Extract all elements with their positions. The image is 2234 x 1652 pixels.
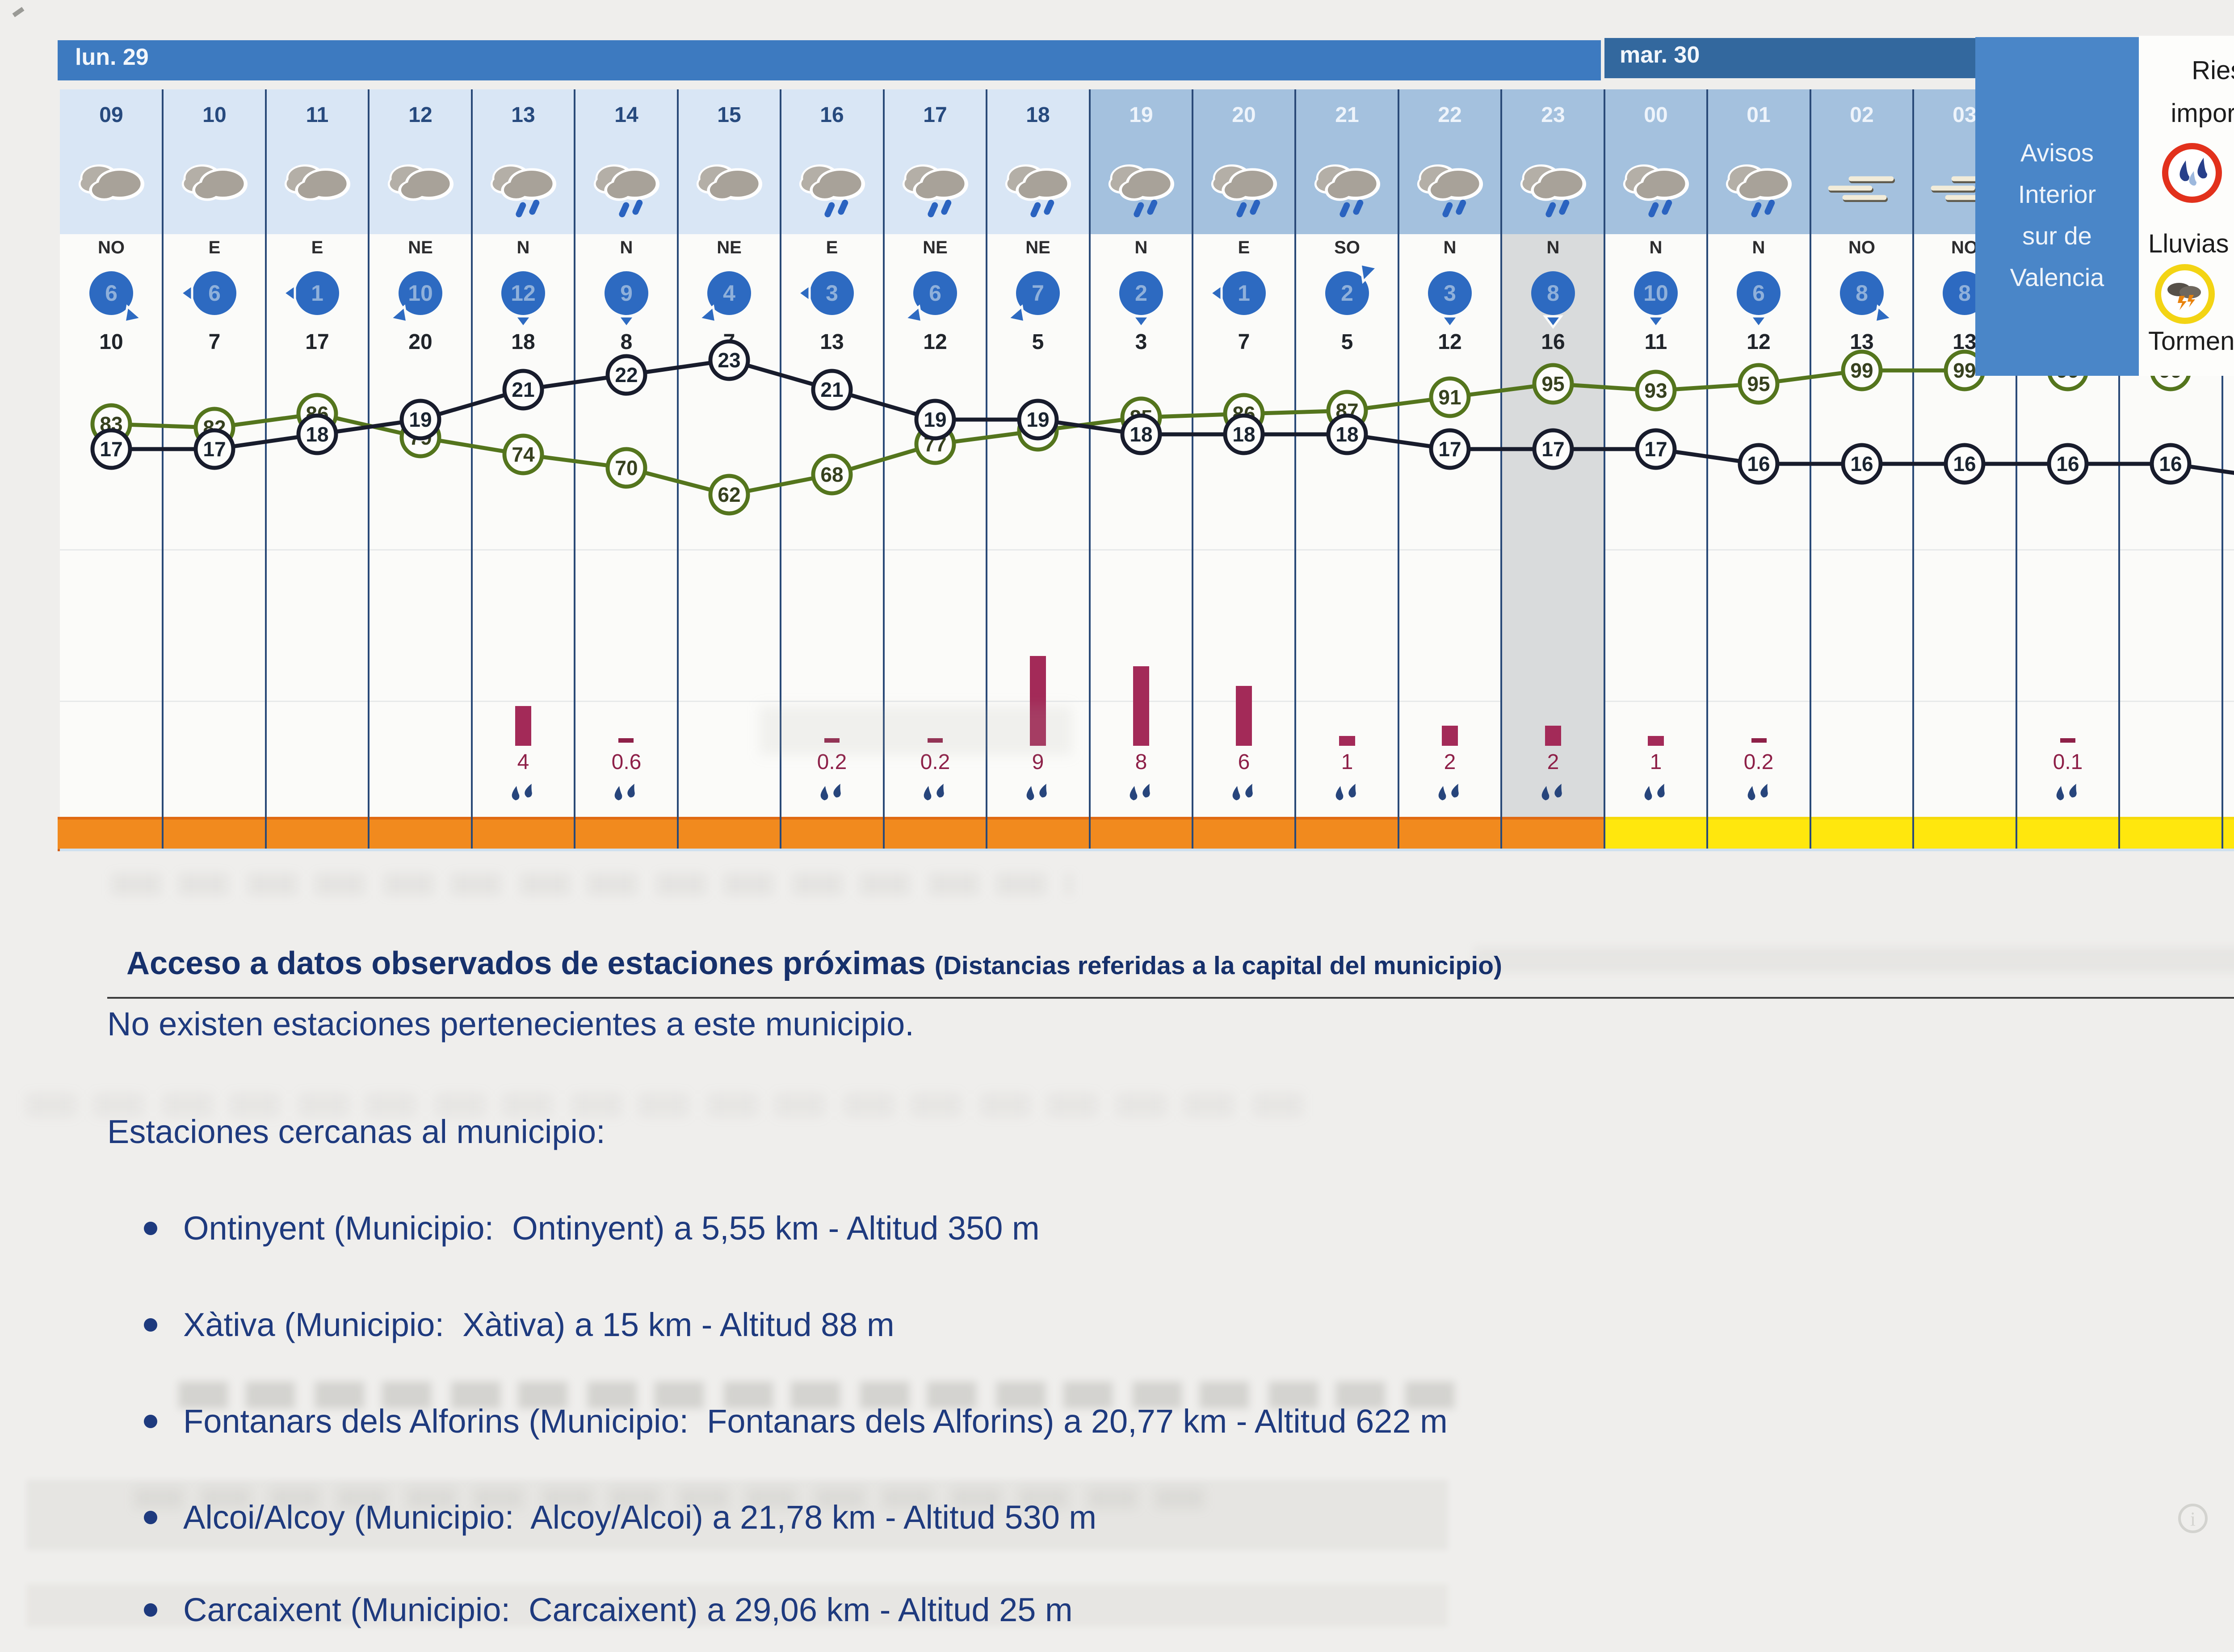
svg-text:18: 18 [1232, 423, 1255, 446]
svg-text:74: 74 [512, 443, 535, 466]
svg-text:4: 4 [723, 281, 735, 306]
svg-text:19: 19 [1026, 408, 1049, 431]
svg-text:7: 7 [1032, 281, 1044, 306]
svg-text:19: 19 [924, 408, 946, 431]
svg-text:99: 99 [1953, 359, 1976, 382]
svg-text:62: 62 [718, 483, 740, 506]
svg-text:17: 17 [203, 437, 226, 461]
svg-text:16: 16 [2056, 452, 2079, 475]
svg-text:17: 17 [1541, 437, 1564, 461]
svg-text:6: 6 [105, 281, 118, 306]
svg-text:21: 21 [512, 378, 534, 401]
svg-text:17: 17 [100, 437, 122, 461]
svg-text:16: 16 [2159, 452, 2182, 475]
svg-text:3: 3 [1444, 281, 1456, 306]
svg-text:9: 9 [620, 281, 633, 306]
svg-text:1: 1 [1238, 281, 1250, 306]
svg-text:23: 23 [718, 349, 740, 372]
svg-text:17: 17 [1644, 437, 1667, 461]
svg-text:68: 68 [820, 463, 843, 486]
svg-text:12: 12 [511, 281, 536, 306]
svg-text:17: 17 [1438, 437, 1461, 461]
svg-text:16: 16 [1850, 452, 1873, 475]
svg-text:8: 8 [1856, 281, 1868, 306]
svg-text:6: 6 [929, 281, 941, 306]
svg-text:22: 22 [615, 363, 638, 387]
svg-text:6: 6 [208, 281, 221, 306]
svg-text:19: 19 [409, 408, 432, 431]
svg-text:21: 21 [820, 378, 843, 401]
svg-text:10: 10 [408, 281, 433, 306]
svg-text:95: 95 [1747, 372, 1770, 395]
svg-text:8: 8 [1958, 281, 1971, 306]
svg-text:8: 8 [1547, 281, 1559, 306]
svg-text:2: 2 [1341, 281, 1353, 306]
svg-text:i: i [2190, 1508, 2196, 1530]
svg-text:6: 6 [1752, 281, 1765, 306]
svg-text:16: 16 [1747, 452, 1770, 475]
svg-text:16: 16 [1953, 452, 1976, 475]
svg-text:10: 10 [1643, 281, 1668, 306]
svg-text:18: 18 [306, 423, 328, 446]
svg-text:1: 1 [311, 281, 323, 306]
svg-text:18: 18 [1130, 423, 1152, 446]
svg-text:99: 99 [1850, 359, 1873, 382]
svg-text:3: 3 [826, 281, 838, 306]
svg-text:2: 2 [1135, 281, 1147, 306]
svg-text:95: 95 [1541, 372, 1564, 395]
svg-text:70: 70 [615, 456, 638, 479]
svg-text:18: 18 [1335, 423, 1358, 446]
svg-text:93: 93 [1644, 379, 1667, 402]
svg-text:91: 91 [1438, 386, 1461, 409]
